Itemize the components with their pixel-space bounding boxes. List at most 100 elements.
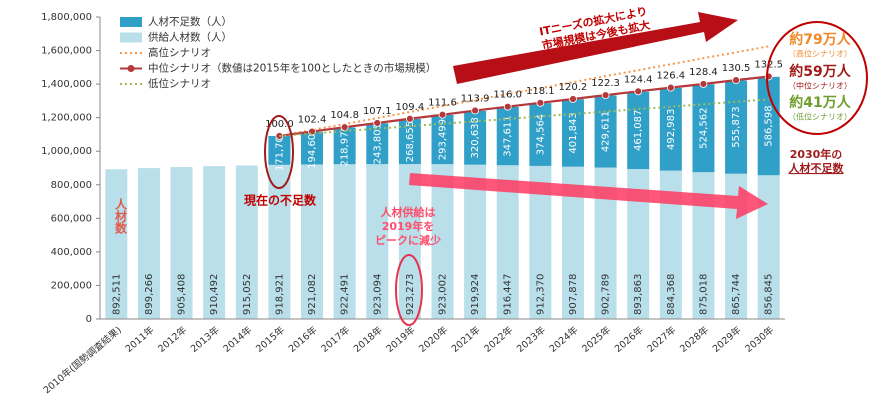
data-label: 243,805 bbox=[372, 123, 383, 164]
data-label: 912,370 bbox=[535, 274, 546, 315]
bar bbox=[496, 106, 519, 166]
bar bbox=[464, 164, 487, 319]
data-label: 107.1 bbox=[363, 106, 392, 117]
bar bbox=[333, 127, 356, 165]
bar bbox=[561, 166, 584, 319]
bar bbox=[301, 164, 324, 319]
data-label: 865,744 bbox=[731, 274, 742, 315]
data-label: 922,491 bbox=[340, 274, 351, 315]
data-label: 918,921 bbox=[274, 274, 285, 315]
data-label: 104.8 bbox=[330, 110, 359, 121]
x-tick-label: 2030年 bbox=[743, 324, 777, 355]
x-tick-label: 2012年 bbox=[156, 324, 190, 355]
x-tick-label: 2027年 bbox=[645, 324, 679, 355]
annotation-text: （中位シナリオ） bbox=[788, 81, 852, 91]
data-label: 905,408 bbox=[177, 274, 188, 315]
data-label: 116.0 bbox=[493, 90, 522, 101]
data-label: 586,598 bbox=[764, 105, 775, 146]
y-tick-label: 1,800,000 bbox=[41, 12, 92, 23]
bar bbox=[529, 103, 552, 166]
data-label: 856,845 bbox=[764, 274, 775, 315]
annotation-text: （高位シナリオ） bbox=[788, 49, 852, 59]
marker bbox=[405, 114, 414, 123]
bar bbox=[757, 76, 780, 176]
data-label: 374,564 bbox=[535, 114, 546, 155]
y-tick-label: 200,000 bbox=[51, 280, 92, 291]
annotation-text: 約59万人 bbox=[789, 63, 851, 80]
x-tick-label: 2010年(国勢調査結果) bbox=[41, 324, 124, 396]
bar bbox=[757, 175, 780, 319]
marker bbox=[569, 95, 577, 103]
bar bbox=[398, 119, 421, 165]
data-label: 118.1 bbox=[526, 86, 555, 97]
annotation-text: 2030年の bbox=[790, 147, 843, 161]
data-label: 124.4 bbox=[624, 74, 653, 85]
bar bbox=[725, 80, 748, 174]
marker bbox=[732, 76, 740, 85]
legend-swatch bbox=[127, 65, 135, 72]
y-tick-label: 1,200,000 bbox=[41, 113, 92, 124]
x-tick-label: 2024年 bbox=[547, 324, 581, 355]
bar bbox=[627, 169, 650, 319]
data-label: 194,608 bbox=[307, 127, 318, 168]
x-tick-label: 2019年 bbox=[384, 324, 418, 355]
annotation-text: （低位シナリオ） bbox=[788, 112, 852, 122]
marker bbox=[471, 106, 480, 115]
marker bbox=[340, 123, 349, 132]
bar bbox=[561, 99, 584, 167]
x-tick-label: 2026年 bbox=[612, 324, 646, 355]
annotation-text: 2019年を bbox=[382, 219, 435, 233]
data-label: 524,562 bbox=[698, 108, 709, 149]
data-label: 102.4 bbox=[298, 115, 327, 126]
bar bbox=[594, 95, 617, 168]
annotation-text: 現在の不足数 bbox=[244, 193, 317, 208]
data-label: 899,266 bbox=[144, 274, 155, 315]
legend-swatch bbox=[120, 32, 142, 43]
data-label: 218,976 bbox=[340, 125, 351, 166]
marker bbox=[699, 80, 708, 88]
bar bbox=[170, 167, 193, 319]
bar bbox=[301, 131, 324, 165]
x-tick-label: 2016年 bbox=[286, 324, 320, 355]
data-label: 923,094 bbox=[372, 274, 383, 315]
data-label: 111.6 bbox=[428, 98, 457, 109]
bar bbox=[659, 87, 682, 171]
x-tick-label: 2011年 bbox=[123, 324, 157, 355]
bar bbox=[692, 84, 715, 173]
x-tick-label: 2023年 bbox=[514, 324, 548, 355]
annotation-text: 約41万人 bbox=[789, 94, 851, 111]
highlight-ellipse bbox=[395, 254, 423, 326]
bar bbox=[203, 166, 226, 319]
data-label: 293,499 bbox=[438, 119, 449, 160]
marker bbox=[666, 83, 675, 92]
x-tick-label: 2013年 bbox=[188, 324, 222, 355]
bar bbox=[627, 91, 650, 170]
bar bbox=[398, 164, 421, 319]
data-label: 120.2 bbox=[559, 82, 588, 93]
data-label: 915,052 bbox=[242, 274, 253, 315]
data-label: 492,983 bbox=[666, 109, 677, 150]
bar bbox=[659, 170, 682, 319]
data-label: 916,447 bbox=[503, 274, 514, 315]
line bbox=[279, 75, 769, 138]
data-label: 113.9 bbox=[461, 94, 490, 105]
legend-label: 高位シナリオ bbox=[148, 46, 211, 59]
y-tick-label: 800,000 bbox=[51, 180, 92, 191]
data-label: 893,863 bbox=[633, 274, 644, 315]
marker bbox=[601, 91, 610, 100]
legend-label: 人材不足数（人） bbox=[148, 15, 232, 28]
data-label: 884,368 bbox=[666, 274, 677, 315]
data-label: 347,611 bbox=[503, 115, 514, 156]
x-tick-label: 2029年 bbox=[710, 324, 744, 355]
data-label: 401,843 bbox=[568, 112, 579, 153]
bar bbox=[431, 164, 454, 319]
x-tick-label: 2015年 bbox=[253, 324, 287, 355]
decline-arrow bbox=[409, 173, 768, 219]
bar bbox=[431, 114, 454, 165]
data-label: 461,087 bbox=[633, 110, 644, 151]
data-label: 919,924 bbox=[470, 274, 481, 315]
bar bbox=[105, 169, 128, 319]
bar bbox=[594, 167, 617, 319]
legend-label: 中位シナリオ（数値は2015年を100としたときの市場規模） bbox=[148, 62, 436, 75]
x-tick-label: 2025年 bbox=[580, 324, 614, 355]
